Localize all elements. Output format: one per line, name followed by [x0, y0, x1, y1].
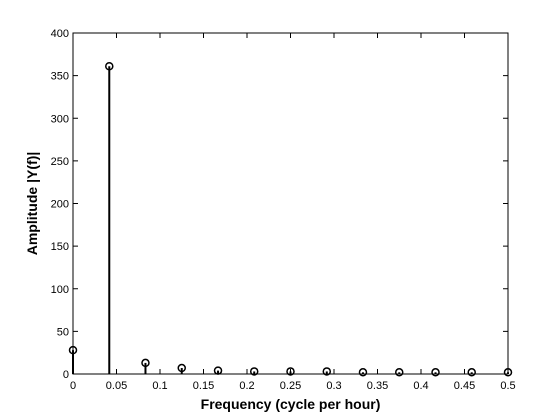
stem-marker [286, 367, 295, 376]
stem-marker [431, 368, 440, 377]
x-tick-label: 0.5 [500, 380, 515, 392]
x-tick-label: 0.45 [454, 380, 475, 392]
y-tick-label: 350 [51, 71, 69, 83]
y-tick-label: 250 [51, 156, 69, 168]
x-tick-label: 0.05 [106, 380, 127, 392]
stem-marker [177, 363, 186, 373]
x-tick-label: 0.4 [413, 380, 428, 392]
stem-marker [213, 366, 223, 375]
stem-marker [105, 61, 114, 71]
y-tick-label: 300 [51, 113, 69, 125]
x-tick-label: 0.2 [239, 380, 254, 392]
x-tick-label: 0.3 [326, 380, 341, 392]
plot-box [72, 32, 509, 375]
y-tick-label: 50 [57, 326, 69, 338]
stem-marker [322, 367, 332, 376]
x-tick-label: 0.15 [193, 380, 214, 392]
stem-marker [68, 345, 78, 355]
y-tick-label: 200 [51, 199, 69, 211]
stem-marker [249, 367, 259, 376]
stem-marker [141, 358, 150, 368]
y-tick-label: 150 [51, 241, 69, 253]
x-tick-label: 0.25 [280, 380, 301, 392]
stem-marker [358, 368, 368, 377]
x-axis-label: Frequency (cycle per hour) [201, 396, 381, 412]
x-tick-label: 0.1 [152, 380, 167, 392]
stem-marker [395, 368, 404, 377]
y-tick-label: 0 [63, 369, 69, 381]
x-tick-label: 0.35 [367, 380, 388, 392]
y-tick-label: 100 [51, 284, 69, 296]
stem-marker [467, 368, 476, 377]
y-tick-label: 400 [51, 28, 69, 40]
y-axis-label: Amplitude |Y(f)| [24, 152, 40, 256]
x-tick-label: 0 [70, 380, 76, 392]
stem-marker [503, 368, 513, 377]
